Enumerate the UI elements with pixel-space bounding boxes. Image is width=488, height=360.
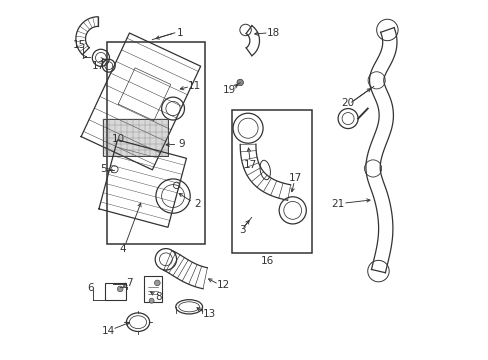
- Text: 13: 13: [203, 309, 216, 319]
- Circle shape: [117, 286, 123, 292]
- Bar: [143, 276, 162, 302]
- Text: 6: 6: [87, 283, 93, 293]
- Bar: [107, 42, 205, 244]
- Text: 2: 2: [194, 199, 200, 209]
- Text: 19: 19: [223, 85, 236, 95]
- Text: 10: 10: [112, 134, 125, 144]
- Text: 9: 9: [178, 139, 185, 149]
- Text: 17: 17: [288, 173, 301, 183]
- Text: 3: 3: [239, 225, 245, 235]
- Text: 7: 7: [126, 278, 133, 288]
- Circle shape: [237, 79, 243, 86]
- Circle shape: [149, 298, 154, 303]
- Text: 8: 8: [155, 292, 162, 302]
- FancyBboxPatch shape: [102, 119, 168, 157]
- Bar: [231, 111, 312, 253]
- Text: 5: 5: [100, 164, 106, 174]
- Bar: [105, 283, 125, 300]
- Text: 1: 1: [177, 28, 183, 38]
- Text: 17: 17: [243, 160, 256, 170]
- Text: 20: 20: [341, 98, 354, 108]
- Text: 17: 17: [91, 61, 104, 71]
- Text: 18: 18: [266, 28, 280, 38]
- Circle shape: [154, 280, 160, 286]
- Text: 21: 21: [331, 199, 344, 209]
- Text: 14: 14: [102, 326, 115, 336]
- Text: 4: 4: [119, 244, 125, 253]
- Text: 12: 12: [216, 280, 229, 291]
- Text: 15: 15: [73, 40, 86, 50]
- Text: 16: 16: [260, 256, 273, 266]
- Text: 11: 11: [187, 81, 201, 91]
